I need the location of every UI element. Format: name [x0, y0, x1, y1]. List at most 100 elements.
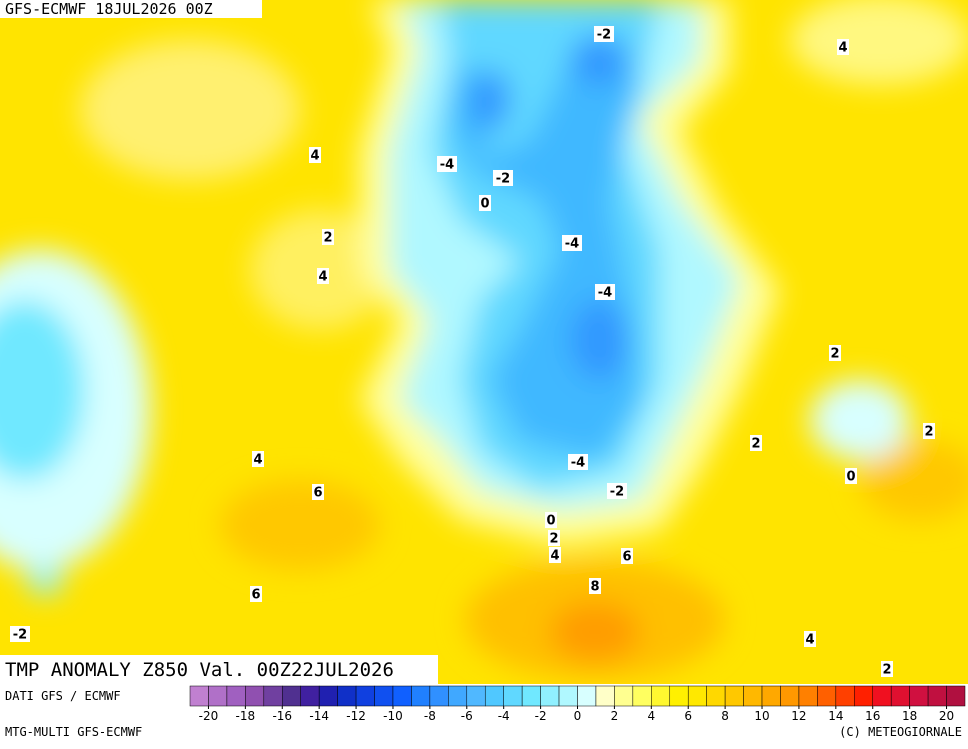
colorbar-tick-label: 6 — [684, 709, 692, 723]
contour-label-box — [437, 156, 457, 172]
contour-label: 2 — [924, 425, 933, 440]
contour-label: -2 — [13, 628, 27, 643]
contour-label-box — [10, 626, 30, 642]
colorbar-tick-label: 4 — [647, 709, 655, 723]
color-swatch — [392, 685, 412, 707]
map-field — [0, 0, 968, 684]
contour-label-box — [549, 547, 561, 563]
footer-source: DATI GFS / ECMWF — [5, 689, 121, 703]
contour-label: -2 — [610, 485, 624, 500]
contour-label-box — [804, 631, 816, 647]
color-swatch — [669, 685, 689, 707]
color-swatch — [835, 685, 855, 707]
contour-label-box — [322, 229, 334, 245]
color-swatch — [817, 685, 837, 707]
colorbar-tick-label: -14 — [309, 709, 329, 723]
colorbar-tick-label: -6 — [461, 709, 473, 723]
colorbar-tick-label: 0 — [574, 709, 582, 723]
color-swatch — [540, 685, 560, 707]
contour-label: 4 — [805, 633, 814, 648]
color-swatch — [614, 685, 634, 707]
contour-label: 6 — [251, 588, 260, 603]
contour-label: 2 — [882, 663, 891, 678]
contour-label-box — [881, 661, 893, 677]
map-title-box — [0, 655, 438, 684]
contour-label-box — [548, 530, 560, 546]
contour-label: 2 — [323, 231, 332, 246]
colorbar-tick-label: -4 — [498, 709, 510, 723]
colorbar-tick-label: 16 — [865, 709, 880, 723]
color-swatch — [909, 685, 929, 707]
color-swatch — [872, 685, 892, 707]
contour-label-box — [568, 454, 588, 470]
contour-label: 4 — [310, 149, 319, 164]
color-swatch — [761, 685, 781, 707]
color-swatch — [521, 685, 541, 707]
contour-label: 0 — [846, 470, 855, 485]
color-swatch — [854, 685, 873, 707]
colorbar-tick-label: -8 — [424, 709, 436, 723]
header-box — [0, 0, 262, 18]
color-swatch — [245, 685, 265, 707]
contour-label: -2 — [496, 172, 510, 187]
contour-label-box — [312, 484, 324, 500]
color-swatch — [484, 685, 504, 707]
color-swatch — [411, 685, 431, 707]
contour-label-box — [594, 26, 614, 42]
contour-label-box — [479, 195, 491, 211]
contour-label: 6 — [313, 486, 322, 501]
contour-label: -4 — [571, 456, 585, 471]
contour-label: -4 — [598, 286, 612, 301]
color-swatch — [466, 685, 486, 707]
contour-label: 4 — [253, 453, 262, 468]
contour-label: 2 — [751, 437, 760, 452]
contour-label: 4 — [838, 41, 847, 56]
color-swatch — [946, 685, 966, 707]
color-swatch — [798, 685, 818, 707]
contour-label-box — [607, 483, 627, 499]
colorbar-tick-label: -16 — [272, 709, 292, 723]
contour-label-box — [845, 468, 857, 484]
contour-label-box — [309, 147, 321, 163]
color-swatch — [724, 685, 744, 707]
contour-label-box — [252, 451, 264, 467]
color-swatch — [355, 685, 375, 707]
contour-label: 0 — [480, 197, 489, 212]
colorbar: -20 -18 -16 -14 -12 -10 -8 -6 -4 -2 0 2 4 6 8 10 12 14 16 1… — [189, 685, 966, 723]
color-swatch — [706, 685, 726, 707]
colorbar-tick-label: 18 — [902, 709, 917, 723]
footer-model: MTG-MULTI GFS-ECMWF — [5, 725, 142, 739]
contour-label-box — [493, 170, 513, 186]
color-swatch — [374, 685, 394, 707]
color-swatch — [651, 685, 671, 707]
contour-labels: -2 4 4 -4 -2 0 2 -4 4 -4 2 2 2 0 4 -4 6 -2 0 2 4 6 8 6 -2 4 2 — [10, 26, 935, 678]
colorbar-tick-label: 10 — [754, 709, 769, 723]
color-swatch — [318, 685, 338, 707]
colorbar-tick-label: -2 — [535, 709, 547, 723]
colorbar-tick-label: 12 — [791, 709, 806, 723]
contour-label-box — [595, 284, 615, 300]
map-title: TMP ANOMALY Z850 Val. 00Z22JUL2026 — [5, 659, 394, 681]
color-swatch — [687, 685, 707, 707]
contour-label: 6 — [622, 550, 631, 565]
color-swatch — [300, 685, 320, 707]
contour-label: 4 — [550, 549, 559, 564]
color-swatch — [577, 685, 597, 707]
color-swatch — [263, 685, 283, 707]
contour-label-box — [317, 268, 329, 284]
contour-label-box — [250, 586, 262, 602]
contour-label-box — [750, 435, 762, 451]
colorbar-tick-label: -12 — [346, 709, 366, 723]
color-swatch — [226, 685, 246, 707]
colorbar-tick-label: 14 — [828, 709, 843, 723]
colorbar-tick-label: -20 — [199, 709, 219, 723]
contour-label-box — [837, 39, 849, 55]
contour-label-box — [621, 548, 633, 564]
color-swatch — [595, 685, 615, 707]
contour-label-box — [562, 235, 582, 251]
contour-label: 2 — [549, 532, 558, 547]
color-swatch — [927, 685, 947, 707]
header-title: GFS-ECMWF 18JUL2026 00Z — [5, 0, 213, 18]
color-swatch — [189, 685, 209, 707]
color-swatch — [448, 685, 468, 707]
